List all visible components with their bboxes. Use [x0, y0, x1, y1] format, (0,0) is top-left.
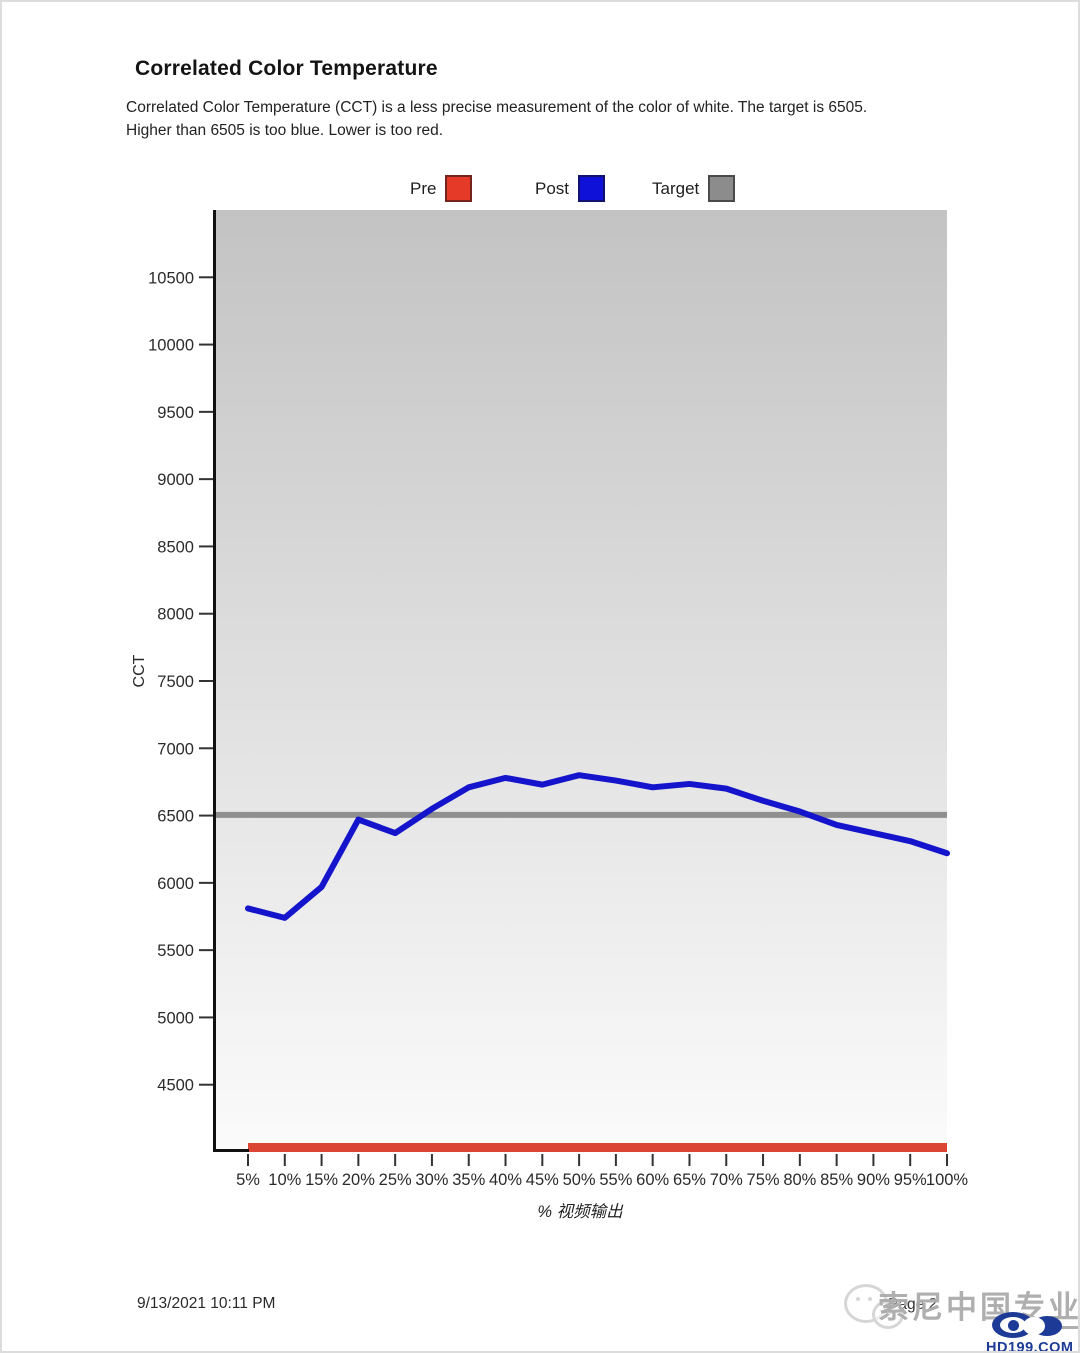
hd199-logo: HD199.COM [986, 1310, 1078, 1353]
svg-text:8500: 8500 [157, 538, 194, 556]
legend-swatch-target [708, 175, 736, 202]
svg-text:9500: 9500 [157, 404, 194, 422]
svg-text:95%: 95% [894, 1171, 927, 1189]
chart-plot-area: 4500 5000 5500 6000 6500 7000 7500 8000 8500 9000… [148, 210, 968, 1189]
svg-text:4500: 4500 [157, 1077, 194, 1095]
chart-legend: Pre Post Target [2, 175, 1078, 207]
svg-text:9000: 9000 [157, 471, 194, 489]
page-title: Correlated Color Temperature [135, 57, 438, 80]
svg-text:30%: 30% [415, 1171, 448, 1189]
svg-text:6000: 6000 [157, 875, 194, 893]
svg-text:20%: 20% [342, 1171, 375, 1189]
svg-text:85%: 85% [820, 1171, 853, 1189]
hd199-site-text: HD199.COM [986, 1340, 1074, 1353]
svg-text:100%: 100% [926, 1171, 969, 1189]
legend-label-post: Post [535, 178, 570, 198]
svg-text:5%: 5% [236, 1171, 260, 1189]
legend-swatch-pre [445, 175, 473, 202]
legend-item-post: Post [535, 175, 606, 202]
svg-text:60%: 60% [636, 1171, 669, 1189]
svg-text:90%: 90% [857, 1171, 890, 1189]
svg-text:45%: 45% [526, 1171, 559, 1189]
svg-text:40%: 40% [489, 1171, 522, 1189]
chart-description: Correlated Color Temperature (CCT) is a … [126, 99, 868, 139]
svg-text:70%: 70% [710, 1171, 743, 1189]
watermark-text-main: 索尼中国 [878, 1290, 1014, 1325]
legend-swatch-post [578, 175, 606, 202]
svg-text:7000: 7000 [157, 740, 194, 758]
legend-label-pre: Pre [410, 178, 437, 198]
legend-item-target: Target [652, 175, 736, 202]
svg-text:10000: 10000 [148, 337, 194, 355]
svg-text:35%: 35% [452, 1171, 485, 1189]
svg-text:55%: 55% [599, 1171, 632, 1189]
legend-item-pre: Pre [410, 175, 473, 202]
svg-text:7500: 7500 [157, 673, 194, 691]
y-axis-label: CCT [131, 654, 148, 688]
svg-text:6500: 6500 [157, 808, 194, 826]
svg-text:10%: 10% [268, 1171, 301, 1189]
svg-text:75%: 75% [747, 1171, 780, 1189]
svg-text:8000: 8000 [157, 606, 194, 624]
svg-text:15%: 15% [305, 1171, 338, 1189]
svg-text:80%: 80% [783, 1171, 816, 1189]
svg-text:65%: 65% [673, 1171, 706, 1189]
svg-text:25%: 25% [379, 1171, 412, 1189]
svg-text:50%: 50% [563, 1171, 596, 1189]
x-axis-label: % 视频输出 [537, 1203, 623, 1221]
svg-text:10500: 10500 [148, 269, 194, 287]
legend-label-target: Target [652, 178, 700, 198]
svg-text:5000: 5000 [157, 1009, 194, 1027]
svg-text:5500: 5500 [157, 942, 194, 960]
footer-datetime: 9/13/2021 10:11 PM [137, 1295, 276, 1312]
cct-line-chart: 4500 5000 5500 6000 6500 7000 7500 8000 8500 9000… [138, 210, 968, 1210]
wechat-bubbles-icon [842, 1280, 904, 1336]
